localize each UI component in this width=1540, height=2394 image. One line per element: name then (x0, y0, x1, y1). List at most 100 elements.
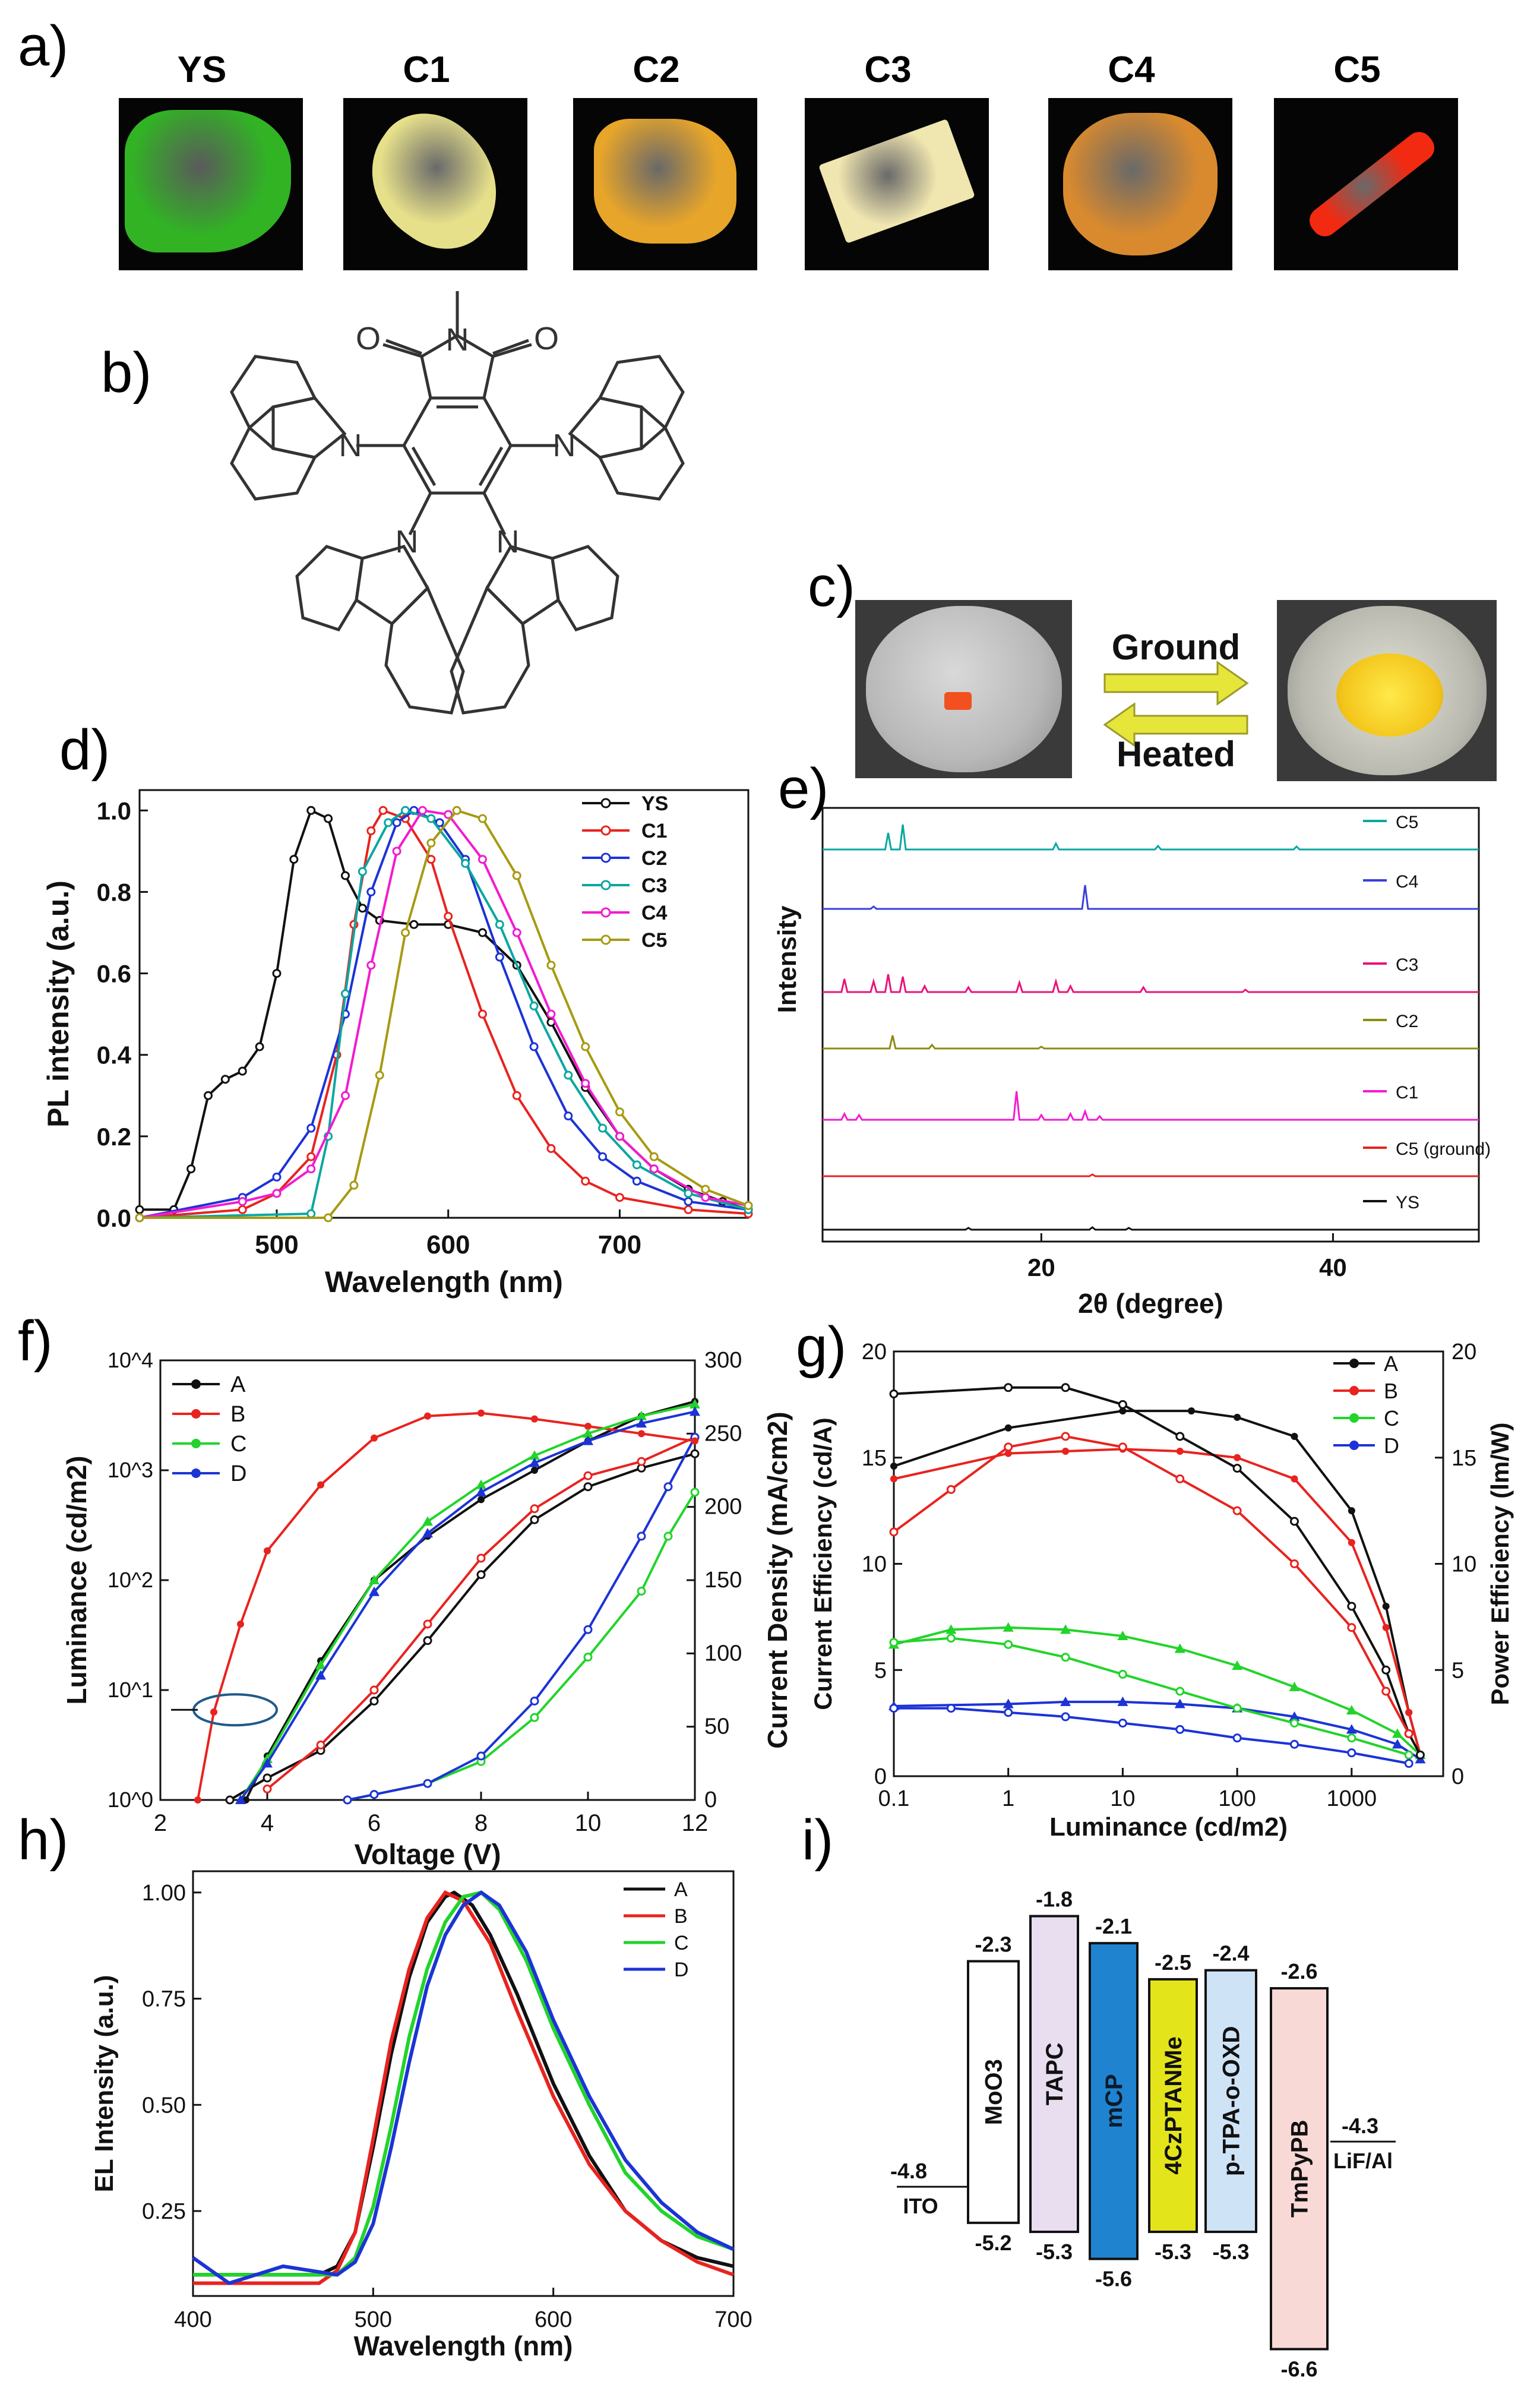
chart-d-c1-marker-1 (238, 1205, 247, 1214)
panel-label-d: d) (59, 718, 110, 782)
chart-f-lum-d-marker-2 (423, 1779, 432, 1788)
chart-g-pe-d-marker-1 (946, 1704, 956, 1713)
chart-f-jv-c-marker-3 (369, 1575, 380, 1584)
chart-d-c4-marker-1 (238, 1197, 247, 1207)
chart-g-ce-a-marker-1 (1004, 1424, 1012, 1432)
chart-d-ytick-label: 1.0 (97, 797, 131, 825)
chart-d-c5-marker-10 (581, 1042, 590, 1051)
chart-f-lum-a-marker-4 (423, 1636, 432, 1646)
chart-d-c4-marker-2 (272, 1189, 282, 1198)
chart-f-y2tick-label: 200 (704, 1495, 742, 1520)
chart-g-legend-marker-c (1349, 1413, 1359, 1423)
chart-f-y2tick-label: 250 (704, 1421, 742, 1446)
chart-d-c2-marker-5 (366, 887, 376, 896)
chart-f-legend-marker-b (191, 1409, 201, 1419)
chart-d-ys-marker-0 (135, 1205, 144, 1214)
chart-d-line-c3 (139, 809, 749, 1219)
chart-d-ys-marker-2 (186, 1164, 196, 1174)
energy-box-tapc (1029, 1915, 1079, 2234)
chart-g-ce-a-marker-7 (1382, 1603, 1390, 1610)
chart-g-pe-c-marker-6 (1232, 1704, 1242, 1713)
chart-g-ce-a-marker-5 (1291, 1433, 1298, 1440)
chart-f-jv-c-marker-5 (476, 1479, 486, 1489)
energy-homo-moo3: -5.2 (975, 2231, 1011, 2255)
chart-g-pe-d-marker-2 (1004, 1708, 1013, 1717)
chart-e-legend-label-6: YS (1396, 1193, 1419, 1212)
chart-d-c4-marker-13 (615, 1132, 624, 1141)
chart-d-c4-marker-11 (546, 1009, 556, 1019)
chart-g-ytick-label: 0 (874, 1764, 887, 1789)
chart-e-series-0 (823, 824, 1479, 851)
chart-e-xtick-label: 40 (1319, 1253, 1347, 1281)
chart-g-pe-d-marker-9 (1404, 1759, 1413, 1768)
chart-f-legend-marker-d (191, 1468, 201, 1478)
chart-f-jv-d-marker-9 (690, 1406, 700, 1416)
chart-g-ylabel: Current Efficiency (cd/A) (809, 1417, 837, 1710)
chart-f-jv-d-marker-5 (476, 1487, 486, 1496)
panel-label-f: f) (18, 1309, 53, 1373)
chart-e-legend-label-0: C5 (1396, 813, 1418, 832)
chart-d-c4-marker-10 (512, 928, 521, 937)
chart-g-pe-c (893, 1637, 1409, 1757)
chart-g-legend-label-b: B (1384, 1379, 1398, 1403)
chart-e-xtick-label: 20 (1027, 1253, 1055, 1281)
panel-label-b: b) (101, 341, 152, 405)
chart-e-trace-4 (823, 1091, 1479, 1121)
chart-h-line-b (193, 1890, 735, 2285)
energy-layer-label-p-tpa-o-oxd: p-TPA-o-OXD (1219, 2026, 1245, 2177)
chart-h-ylabel: EL Intensity (a.u.) (90, 1975, 119, 2193)
chart-g-ce-b-marker-5 (1234, 1454, 1241, 1461)
atom-o-right: O (534, 321, 559, 356)
chart-g-y2tick-label: 15 (1452, 1446, 1476, 1471)
chart-d-c2-marker-14 (632, 1176, 641, 1186)
chart-f-xtick-label: 4 (261, 1810, 274, 1836)
chart-e-legend-label-5: C5 (ground) (1396, 1139, 1491, 1159)
energy-lumo-mcp: -2.1 (1095, 1914, 1132, 1938)
chart-g-ytick-label: 5 (874, 1658, 887, 1683)
chart-g-ce-b-marker-9 (1405, 1708, 1413, 1716)
chart-g-ce-c-marker-9 (1392, 1728, 1403, 1738)
chart-e-legend-label-1: C4 (1396, 872, 1418, 892)
chart-d-c4-marker-4 (340, 1091, 350, 1100)
chart-f-xlabel: Voltage (V) (354, 1839, 501, 1871)
chart-h-xtick-label: 500 (355, 2307, 392, 2332)
energy-lumo-tapc: -1.8 (1036, 1887, 1073, 1912)
chart-f-jv-b-marker-9 (584, 1423, 592, 1430)
chart-g-ytick-label: 20 (862, 1340, 887, 1365)
chart-f-jv-c-marker-8 (636, 1410, 647, 1420)
chart-g-ce-c-marker-1 (945, 1624, 957, 1634)
chart-f-jv-c-marker-6 (529, 1450, 540, 1460)
chart-f-lum-d-marker-6 (637, 1531, 646, 1541)
chart-f-legend-label-a: A (230, 1372, 246, 1397)
chart-g-ce-a-marker-4 (1234, 1413, 1241, 1421)
energy-box-mcp (1089, 1942, 1139, 2260)
energy-homo-tapc: -5.3 (1036, 2240, 1073, 2264)
energy-lumo-p-tpa-o-oxd: -2.4 (1212, 1941, 1249, 1966)
chart-d-c4-marker-5 (366, 961, 376, 970)
chart-f-lum-a-marker-9 (690, 1449, 700, 1458)
chart-g-xtick-label: 0.1 (878, 1786, 910, 1811)
chart-d-c2-marker-10 (495, 952, 504, 962)
chart-e-series-2 (823, 974, 1479, 993)
chart-d-c4-marker-15 (701, 1193, 710, 1202)
chart-d-legend-label-c1: C1 (641, 820, 667, 842)
chart-g-pe-b-marker-1 (946, 1485, 956, 1494)
chart-d-c3-marker-12 (598, 1123, 608, 1133)
chart-d-ytick-label: 0.2 (97, 1123, 131, 1151)
chart-d-ys-marker-6 (255, 1042, 264, 1051)
chart-d-ys-marker-3 (203, 1091, 213, 1100)
chart-d-line-c1 (139, 808, 749, 1219)
chart-d-c2-marker-15 (684, 1197, 693, 1207)
chart-d-ys-marker-4 (220, 1075, 230, 1084)
chart-d-c2-marker-11 (529, 1042, 539, 1051)
chart-d-c3-marker-11 (564, 1070, 573, 1080)
chart-d-xtick-label: 500 (255, 1230, 298, 1259)
chart-d-c4-marker-6 (392, 847, 401, 856)
chart-d-c3-marker-3 (340, 989, 350, 999)
chart-g-ce-b-marker-4 (1176, 1448, 1184, 1455)
energy-box-4czptanme (1148, 1978, 1198, 2234)
chart-d-legend-marker-c4 (600, 907, 611, 918)
chart-e-series-6 (823, 1226, 1479, 1231)
chart-g-xtick-label: 100 (1218, 1786, 1256, 1811)
chart-g-legend-label-c: C (1384, 1406, 1399, 1430)
